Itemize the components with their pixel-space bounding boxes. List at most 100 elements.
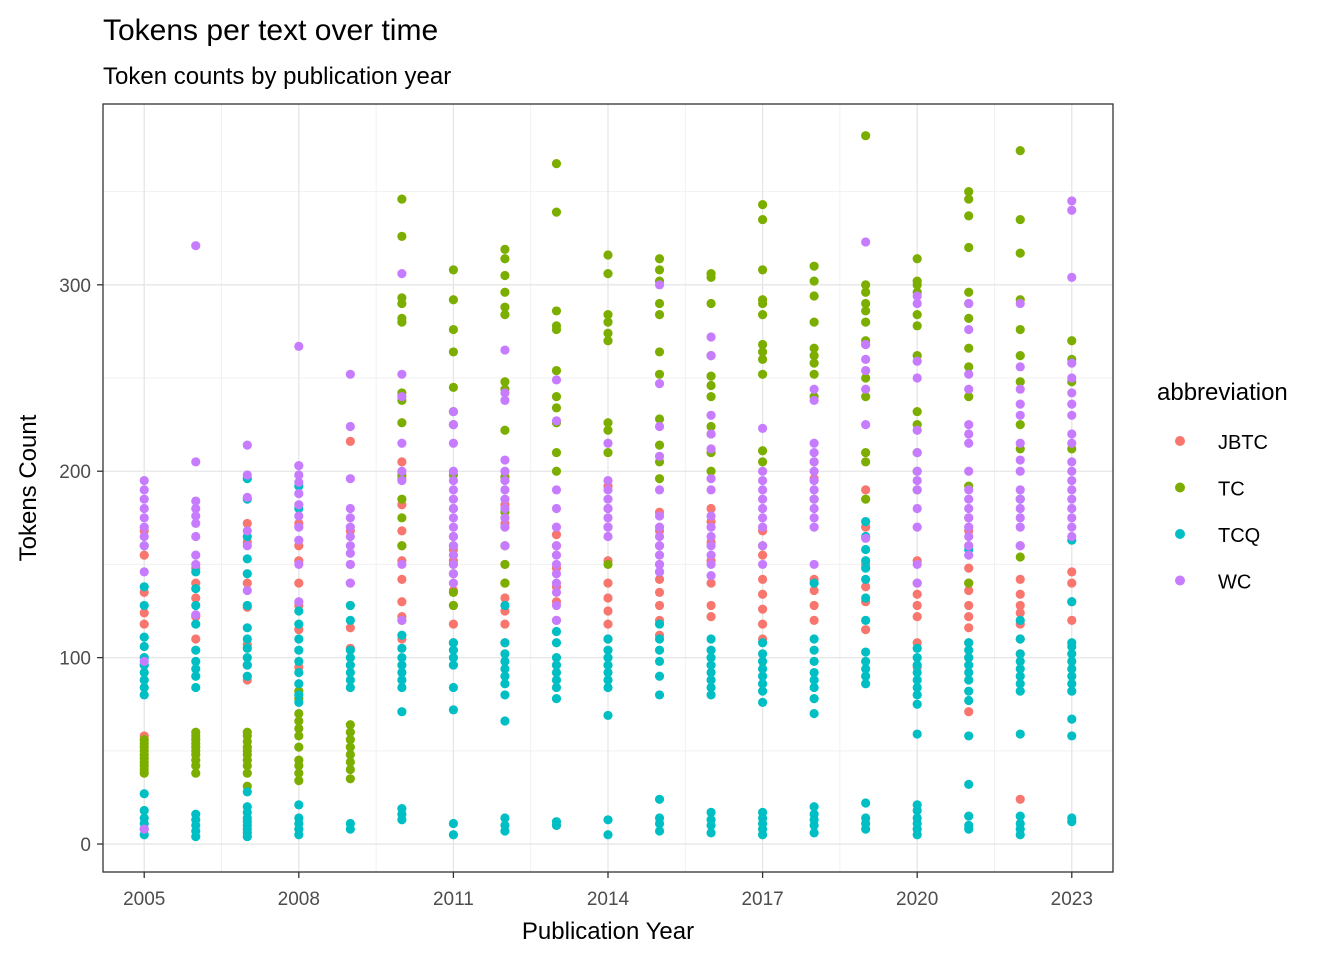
data-point	[294, 690, 304, 700]
data-point	[861, 339, 871, 350]
data-point	[397, 418, 407, 428]
data-point	[139, 522, 149, 532]
data-point	[1015, 679, 1025, 689]
data-point	[500, 593, 510, 603]
data-point	[861, 365, 871, 376]
data-point	[964, 503, 974, 514]
data-point	[448, 522, 459, 532]
data-point	[294, 679, 304, 689]
data-point	[345, 742, 355, 752]
data-point	[603, 578, 613, 588]
data-point	[448, 578, 459, 588]
data-point	[654, 619, 665, 629]
data-point	[191, 768, 201, 778]
data-point	[603, 593, 613, 603]
data-point	[1067, 638, 1077, 648]
data-point	[191, 664, 201, 674]
data-point	[448, 619, 459, 629]
data-point	[139, 675, 149, 685]
legend-label-jbtc: JBTC	[1218, 432, 1268, 454]
data-point	[861, 317, 871, 327]
data-point	[964, 194, 974, 204]
data-point	[397, 475, 407, 486]
data-point	[294, 606, 304, 616]
x-tick-label: 2014	[587, 889, 630, 910]
data-point	[448, 295, 459, 305]
data-point	[964, 707, 974, 717]
data-point	[1067, 373, 1077, 383]
data-point	[448, 324, 459, 335]
data-point	[1015, 513, 1025, 523]
data-point	[397, 313, 407, 323]
series-wc	[139, 196, 1077, 834]
data-point	[757, 522, 768, 532]
data-point	[654, 794, 665, 804]
legend-label-tc: TC	[1218, 479, 1245, 501]
y-axis: 0 100 200 300	[59, 276, 103, 856]
data-point	[1015, 214, 1025, 225]
data-point	[397, 643, 407, 653]
data-point	[397, 269, 407, 279]
data-point	[242, 768, 252, 778]
data-point	[294, 597, 304, 607]
data-point	[757, 503, 768, 514]
data-point	[912, 559, 922, 570]
data-point	[139, 550, 149, 560]
data-point	[139, 485, 149, 495]
data-point	[654, 522, 665, 532]
data-point	[603, 336, 613, 346]
data-point	[654, 414, 665, 424]
data-point	[500, 425, 510, 435]
data-point	[294, 813, 304, 823]
data-point	[964, 820, 974, 830]
data-point	[1015, 466, 1025, 476]
data-point	[654, 690, 665, 700]
data-point	[706, 392, 716, 402]
data-point	[809, 475, 819, 486]
legend-items: JBTC TC TCQ WC	[1175, 432, 1268, 594]
data-point	[1015, 324, 1025, 335]
data-point	[603, 667, 613, 678]
data-point	[603, 494, 613, 504]
data-point	[1067, 457, 1077, 467]
legend-key-wc	[1175, 575, 1185, 586]
x-tick-label: 2023	[1051, 889, 1093, 910]
data-point	[912, 503, 922, 514]
data-point	[603, 619, 613, 629]
data-point	[706, 807, 716, 817]
data-point	[294, 716, 304, 726]
data-point	[1015, 615, 1025, 625]
data-point	[861, 533, 871, 543]
data-point	[397, 369, 407, 379]
data-point	[603, 425, 613, 435]
data-point	[706, 485, 716, 495]
data-point	[294, 578, 304, 588]
data-point	[603, 438, 613, 448]
data-point	[654, 369, 665, 379]
data-point	[448, 569, 459, 579]
data-point	[912, 699, 922, 709]
y-tick-label: 100	[59, 649, 91, 670]
data-point	[603, 682, 613, 693]
data-point	[809, 317, 819, 327]
x-tick-label: 2005	[123, 889, 165, 910]
data-point	[809, 261, 819, 271]
data-point	[861, 664, 871, 674]
data-point	[345, 623, 355, 633]
data-point	[964, 429, 974, 439]
data-point	[139, 682, 149, 693]
data-point	[912, 813, 922, 823]
data-point	[654, 567, 665, 577]
data-point	[809, 634, 819, 644]
data-point	[964, 585, 974, 596]
data-point	[139, 641, 149, 652]
data-point	[809, 675, 819, 685]
data-point	[912, 406, 922, 417]
data-point	[706, 371, 716, 381]
data-point	[706, 571, 716, 581]
data-point	[757, 457, 768, 467]
data-point	[242, 643, 252, 653]
data-point	[861, 563, 871, 573]
data-point	[191, 619, 201, 629]
data-point	[500, 619, 510, 629]
